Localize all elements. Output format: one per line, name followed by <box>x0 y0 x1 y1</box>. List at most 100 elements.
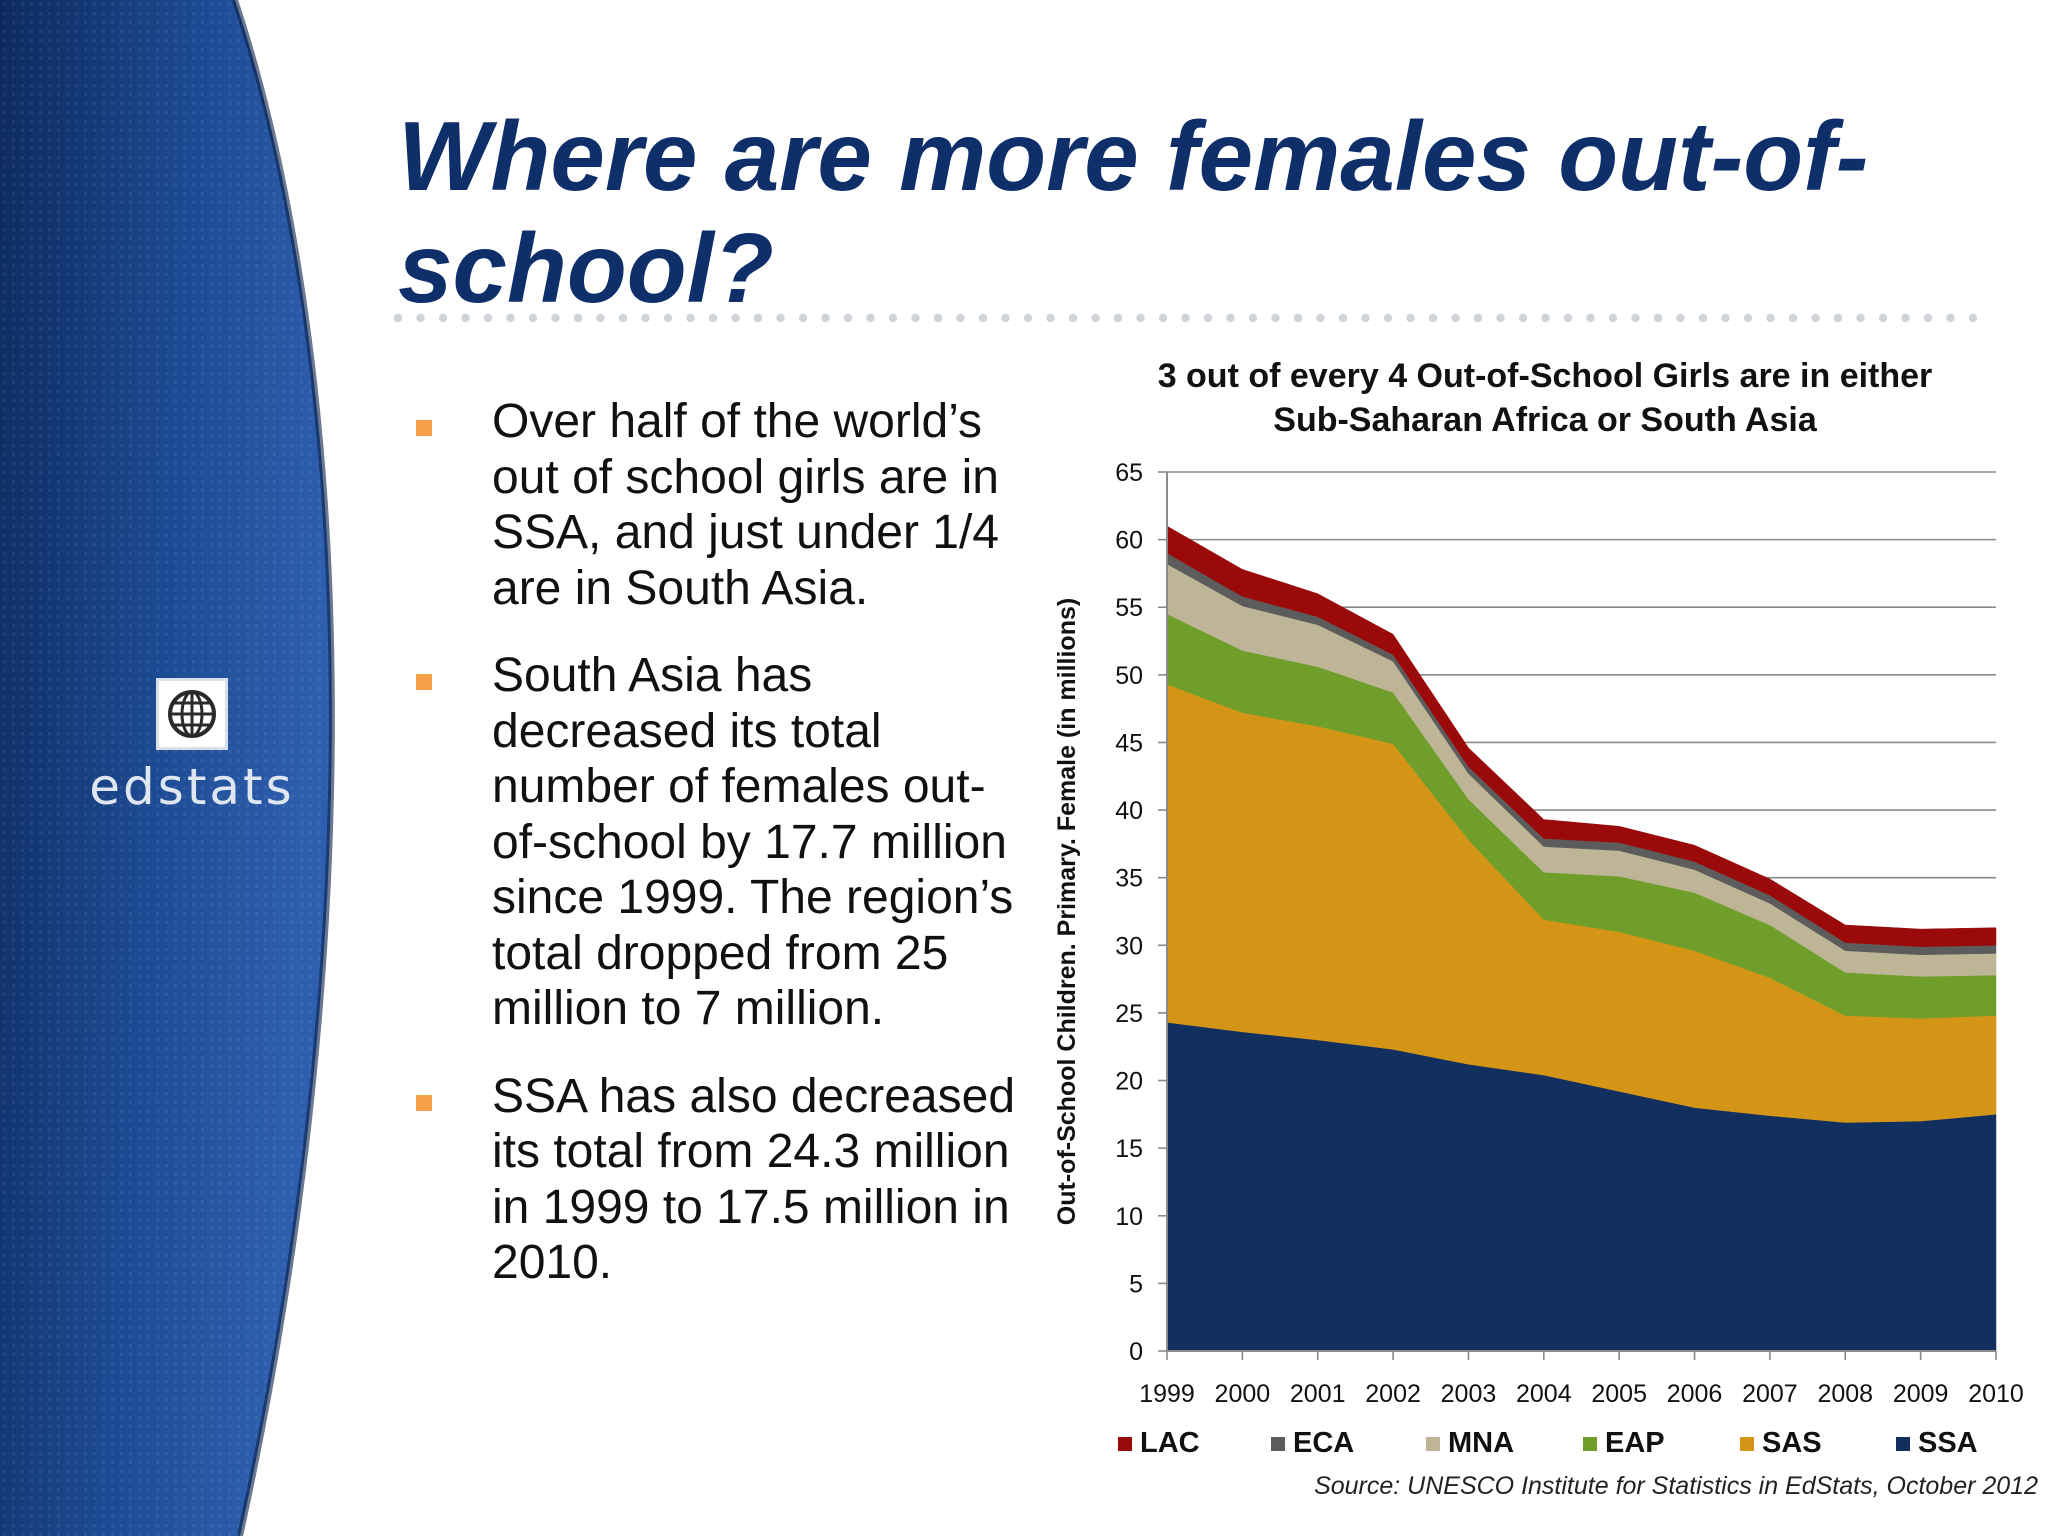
legend-label: ECA <box>1293 1427 1354 1459</box>
divider-dot <box>1743 313 1753 323</box>
divider-dot <box>663 313 673 323</box>
square-bullet-icon <box>416 674 432 690</box>
divider-dot <box>1541 313 1550 323</box>
divider-dot <box>1451 313 1460 323</box>
x-tick-label: 2008 <box>1817 1380 1873 1408</box>
bullet-text: Over half of the world’s out of school g… <box>492 395 999 615</box>
legend-swatch <box>1583 1437 1597 1451</box>
divider-dot <box>1181 313 1190 323</box>
divider-dot <box>1406 313 1415 323</box>
y-tick-label: 40 <box>1115 797 1143 825</box>
divider-dot <box>1203 313 1213 323</box>
legend-item-lac: LAC <box>1118 1427 1200 1459</box>
divider-dot <box>888 313 898 323</box>
legend-swatch <box>1426 1437 1440 1451</box>
bullet-list: Over half of the world’s out of school g… <box>410 394 1020 1323</box>
x-tick-label: 2007 <box>1742 1380 1798 1408</box>
area-lac <box>1166 525 1997 947</box>
y-tick-label: 35 <box>1115 865 1143 893</box>
legend-label: EAP <box>1605 1427 1665 1459</box>
y-tick-label: 45 <box>1115 729 1143 757</box>
source-note: Source: UNESCO Institute for Statistics … <box>1314 1472 2038 1500</box>
y-tick-label: 5 <box>1129 1270 1143 1298</box>
divider-dot <box>1091 313 1100 323</box>
divider-dot <box>528 313 538 323</box>
x-tick-label: 2010 <box>1968 1380 2024 1408</box>
y-axis-title: Out-of-School Children. Primary. Female … <box>1053 598 1081 1225</box>
x-tick-label: 2006 <box>1667 1380 1723 1408</box>
y-tick-label: 10 <box>1115 1203 1143 1231</box>
legend-label: SSA <box>1918 1427 1978 1459</box>
divider-dot <box>1473 313 1483 323</box>
y-tick-label: 15 <box>1115 1135 1143 1163</box>
legend-label: LAC <box>1140 1427 1200 1459</box>
edstats-logo: edstats <box>62 678 322 816</box>
divider-dot <box>1518 313 1528 323</box>
y-tick-label: 60 <box>1115 527 1143 555</box>
legend-item-eap: EAP <box>1583 1427 1665 1459</box>
divider-dot <box>1361 313 1370 323</box>
y-tick-label: 65 <box>1115 459 1143 487</box>
divider-dot <box>1226 313 1235 323</box>
divider-dot <box>1113 313 1123 323</box>
legend-item-eca: ECA <box>1271 1427 1354 1459</box>
divider-dot <box>641 313 650 323</box>
divider-dot <box>1946 313 1955 323</box>
legend-item-ssa: SSA <box>1896 1427 1978 1459</box>
legend-swatch <box>1271 1437 1285 1451</box>
divider-dot <box>1653 313 1663 323</box>
divider-dot <box>1563 313 1573 323</box>
divider-dot <box>1586 313 1595 323</box>
stacked-area-chart: 0 5 10 15 20 25 30 35 40 45 50 55 60 65 1999 2000 2001 20… <box>1053 459 2024 1459</box>
dotted-divider <box>393 313 1978 323</box>
legend-label: MNA <box>1448 1427 1514 1459</box>
square-bullet-icon <box>416 420 432 436</box>
divider-dot <box>1901 313 1910 323</box>
divider-dot <box>1788 313 1798 323</box>
x-tick-label: 2009 <box>1893 1380 1949 1408</box>
y-tick-label: 30 <box>1115 932 1143 960</box>
divider-dot <box>1721 313 1730 323</box>
divider-dot <box>1631 313 1640 323</box>
divider-dot <box>753 313 763 323</box>
divider-dot <box>1968 313 1978 323</box>
divider-dot <box>776 313 785 323</box>
x-tick-label: 2001 <box>1290 1380 1346 1408</box>
x-tick-label: 2003 <box>1441 1380 1497 1408</box>
legend-item-mna: MNA <box>1426 1427 1514 1459</box>
divider-dot <box>933 313 943 323</box>
x-tick-label: 1999 <box>1139 1380 1195 1408</box>
square-bullet-icon <box>416 1094 432 1111</box>
divider-dot <box>483 313 493 323</box>
divider-dot <box>866 313 875 323</box>
divider-dot <box>956 313 965 323</box>
divider-dot <box>1316 313 1325 323</box>
bullet-text: South Asia has decreased its total numbe… <box>492 649 1014 1035</box>
bullet-item: Over half of the world’s out of school g… <box>410 394 1020 616</box>
divider-dot <box>1158 313 1168 323</box>
divider-dot <box>573 313 583 323</box>
divider-dot <box>1766 313 1775 323</box>
divider-dot <box>686 313 695 323</box>
x-tick-label: 2002 <box>1365 1380 1421 1408</box>
legend-swatch <box>1740 1437 1754 1451</box>
divider-dot <box>506 313 515 323</box>
logo-text: edstats <box>89 758 295 816</box>
legend-label: SAS <box>1762 1427 1822 1459</box>
divider-dot <box>1608 313 1618 323</box>
divider-dot <box>1293 313 1303 323</box>
divider-dot <box>1676 313 1685 323</box>
x-tick-label: 2004 <box>1516 1380 1572 1408</box>
divider-dot <box>1833 313 1843 323</box>
divider-dot <box>1023 313 1033 323</box>
bullet-text: SSA has also decreased its total from 24… <box>492 1069 1016 1290</box>
y-tick-label: 25 <box>1115 1000 1143 1028</box>
divider-dot <box>843 313 853 323</box>
divider-dot <box>1428 313 1438 323</box>
divider-dot <box>1271 313 1280 323</box>
divider-dot <box>798 313 808 323</box>
legend-item-sas: SAS <box>1740 1427 1822 1459</box>
divider-dot <box>1046 313 1055 323</box>
divider-dot <box>1856 313 1865 323</box>
